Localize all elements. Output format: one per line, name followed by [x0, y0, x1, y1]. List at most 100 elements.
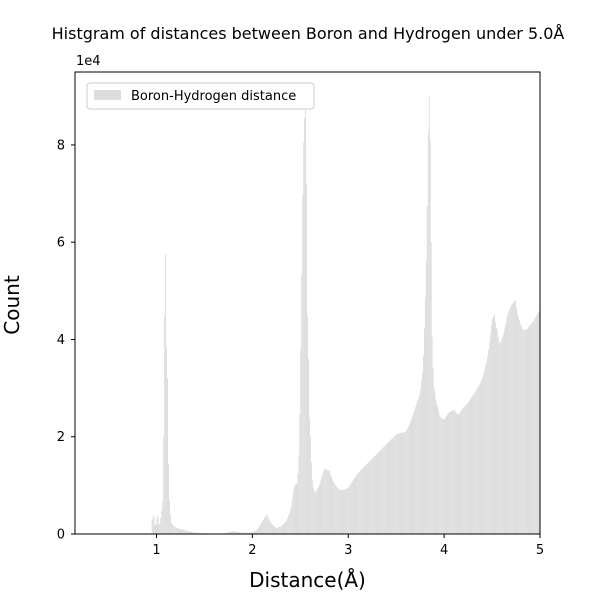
histogram-bar [333, 482, 335, 534]
histogram-bar [272, 525, 274, 534]
y-tick-label: 4 [57, 333, 65, 348]
histogram-bar [322, 473, 324, 534]
histogram-bar [162, 501, 164, 534]
histogram-bar [377, 453, 378, 534]
histogram-bar [277, 527, 279, 534]
histogram-bar [180, 529, 182, 534]
histogram-bar [349, 485, 351, 534]
histogram-bar [483, 372, 485, 534]
histogram-bar [342, 490, 344, 534]
histogram-bar [525, 329, 527, 534]
histogram-bar [404, 431, 406, 534]
histogram-bar [498, 341, 500, 534]
histogram-bar [234, 531, 236, 534]
histogram-bar [301, 275, 303, 534]
histogram-bar [175, 527, 177, 534]
histogram-bar [330, 474, 331, 534]
histogram-bar [432, 368, 434, 534]
histogram-bar [308, 417, 310, 534]
histogram-bar [302, 194, 304, 535]
histogram-bar [401, 432, 403, 534]
histogram-bar [250, 532, 252, 534]
histogram-bar [328, 470, 330, 534]
histogram-bar [449, 411, 451, 534]
histogram-bar [421, 380, 423, 534]
histogram-bar [271, 524, 273, 534]
histogram-bar [184, 530, 186, 534]
histogram-bar [279, 526, 281, 534]
histogram-bar [523, 329, 525, 534]
histogram-bar [522, 329, 524, 534]
histogram-bar [309, 436, 311, 534]
histogram-bar [443, 419, 445, 534]
histogram-bar [298, 455, 300, 534]
histogram-bar [289, 510, 291, 534]
histogram-bar [472, 394, 474, 534]
histogram-bar [155, 525, 157, 534]
y-axis-label: Count [0, 275, 24, 335]
histogram-bar [164, 315, 166, 534]
histogram-bar [275, 527, 277, 534]
histogram-bar [284, 523, 285, 534]
histogram-bar [365, 464, 367, 534]
histogram-bar [480, 381, 482, 534]
histogram-bar [531, 323, 533, 534]
histogram-bar [372, 458, 374, 534]
plot-frame [74, 71, 541, 535]
histogram-bars [151, 96, 540, 535]
histogram-bar [353, 479, 354, 534]
histogram-bar [509, 309, 511, 534]
histogram-bar [427, 132, 429, 535]
histogram-bar [466, 404, 468, 534]
histogram-bar [527, 327, 529, 534]
histogram-bar [194, 532, 196, 534]
histogram-bar [419, 394, 421, 534]
histogram-bar [471, 396, 473, 534]
histogram-bar [278, 527, 280, 534]
histogram-bar [160, 517, 162, 534]
x-tick-label: 3 [344, 543, 352, 558]
histogram-bar [252, 531, 254, 534]
histogram-bar [475, 390, 477, 534]
histogram-bar [237, 532, 239, 534]
histogram-bar [321, 476, 323, 534]
histogram-bar [414, 409, 416, 534]
histogram-bar [295, 484, 297, 534]
histogram-bar [189, 531, 191, 534]
histogram-bar [183, 529, 185, 534]
histogram-bar [263, 518, 265, 534]
histogram-bar [430, 242, 432, 534]
histogram-bar [516, 307, 517, 534]
histogram-bar [396, 434, 398, 534]
histogram-bar [235, 531, 237, 534]
histogram-bar [450, 411, 452, 534]
histogram-bar [168, 464, 169, 534]
histogram-bar [538, 312, 540, 534]
histogram-bar [497, 337, 499, 534]
histogram-bar [395, 434, 397, 534]
histogram-bar [422, 372, 424, 534]
histogram-bar [181, 529, 183, 534]
histogram-bar [467, 403, 469, 534]
histogram-bar [339, 489, 341, 534]
x-tick-label: 5 [536, 543, 544, 558]
histogram-bar [296, 483, 298, 534]
histogram-bar [163, 436, 165, 534]
histogram-bar [246, 532, 248, 534]
histogram-bar [157, 515, 159, 534]
histogram-bar [474, 391, 476, 534]
x-tick-label: 1 [152, 543, 160, 558]
histogram-bar [167, 378, 168, 534]
histogram-bar [493, 315, 495, 534]
histogram-bar [470, 397, 472, 534]
histogram-bar [242, 532, 244, 534]
histogram-bar [508, 311, 510, 534]
histogram-bar [387, 442, 389, 534]
histogram-bar [243, 532, 245, 534]
histogram-bar [245, 532, 247, 534]
histogram-bar [267, 517, 269, 534]
histogram-bar [356, 473, 358, 534]
histogram-bar [441, 418, 443, 534]
histogram-bar [410, 420, 412, 534]
